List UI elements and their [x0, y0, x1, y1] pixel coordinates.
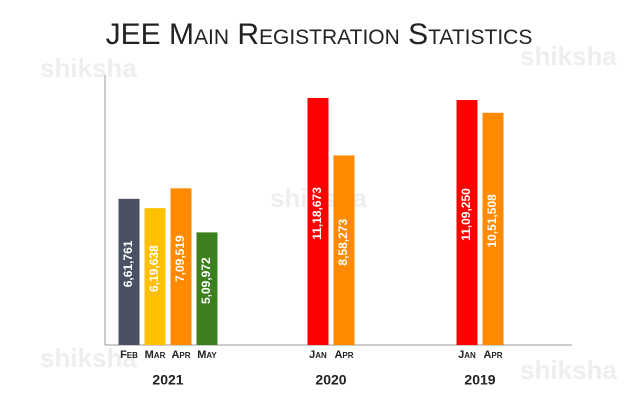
- value-label: 11,09,250: [459, 188, 473, 241]
- bar: [118, 198, 140, 345]
- group-label: 2020: [315, 372, 346, 388]
- category-label: Jan: [309, 349, 327, 361]
- category-label: Apr: [171, 349, 190, 361]
- value-label: 7,09,519: [173, 235, 187, 282]
- bar: [196, 232, 218, 345]
- bar: [482, 112, 504, 345]
- group-label: 2021: [152, 372, 183, 388]
- value-label: 10,51,508: [485, 194, 499, 248]
- category-label: Jan: [458, 349, 476, 361]
- category-label: Mar: [145, 349, 166, 361]
- value-label: 5,09,972: [199, 257, 213, 304]
- category-label: Feb: [120, 349, 138, 361]
- group-label: 2019: [464, 372, 495, 388]
- bar: [333, 155, 355, 345]
- bar: [170, 188, 192, 345]
- category-label: May: [197, 349, 217, 361]
- value-label: 6,19,638: [147, 245, 161, 292]
- watermark: shiksha: [520, 355, 617, 385]
- bar: [144, 208, 166, 345]
- category-label: Apr: [483, 349, 502, 361]
- watermark: shiksha: [520, 41, 617, 71]
- watermark: shiksha: [40, 53, 137, 83]
- bar: [456, 100, 478, 346]
- watermark: shiksha: [40, 343, 137, 373]
- value-label: 8,58,273: [336, 219, 350, 266]
- value-label: 6,61,761: [121, 240, 135, 287]
- category-label: Apr: [334, 349, 353, 361]
- bar: [307, 97, 329, 345]
- value-label: 11,18,673: [310, 187, 324, 240]
- chart-title: JEE Main Registration Statistics: [106, 18, 533, 51]
